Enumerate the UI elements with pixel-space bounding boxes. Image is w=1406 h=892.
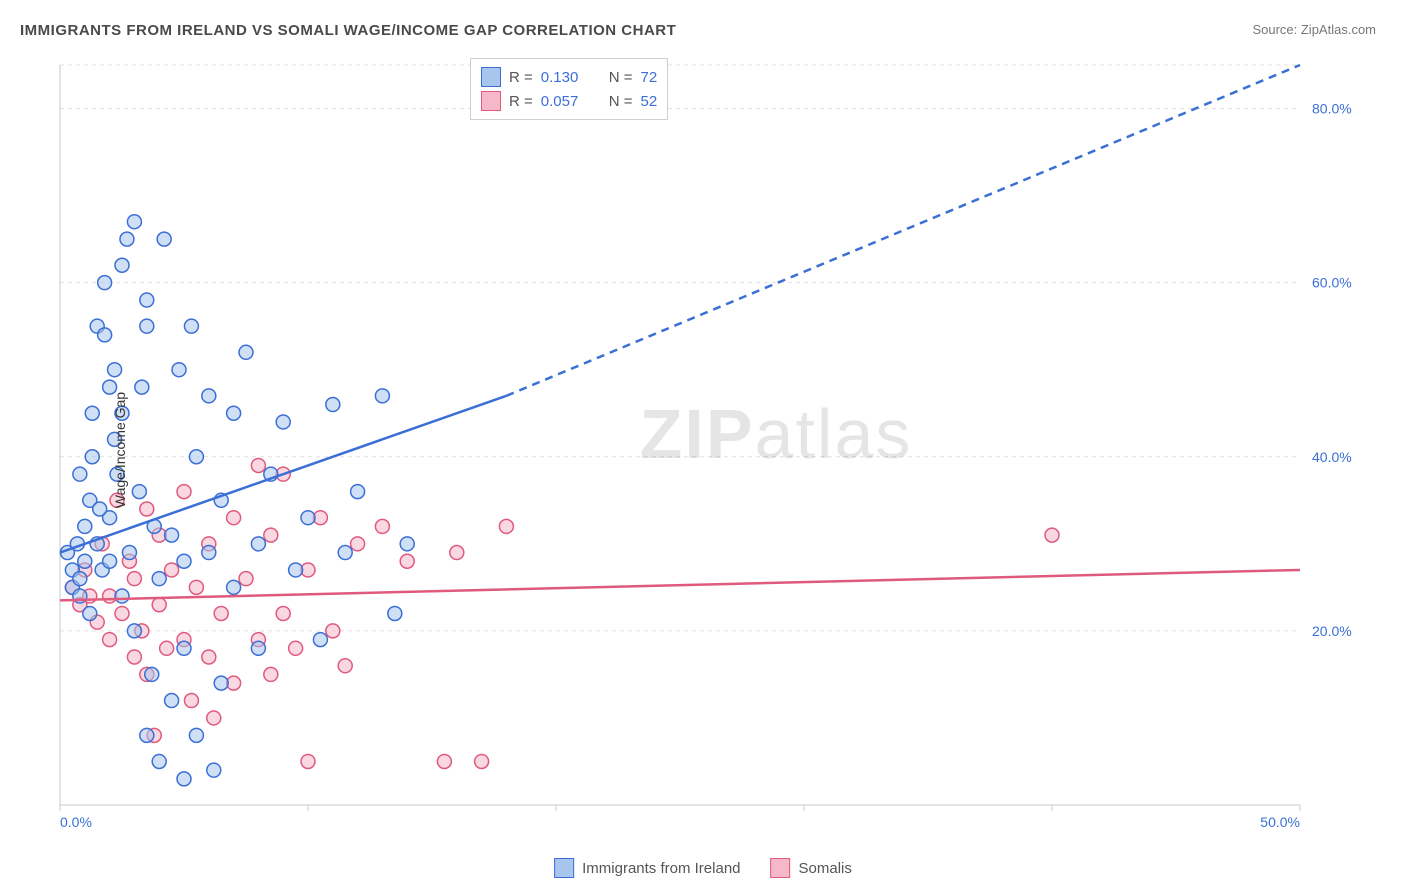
- legend-label: Immigrants from Ireland: [582, 860, 740, 877]
- legend-item-somalis: Somalis: [771, 858, 852, 878]
- n-label: N =: [609, 93, 633, 110]
- swatch-ireland: [481, 67, 501, 87]
- swatch-somalis: [771, 858, 791, 878]
- r-value-ireland: 0.130: [541, 69, 591, 86]
- svg-text:50.0%: 50.0%: [1260, 814, 1300, 830]
- chart-title: IMMIGRANTS FROM IRELAND VS SOMALI WAGE/I…: [20, 22, 676, 39]
- swatch-ireland: [554, 858, 574, 878]
- r-value-somalis: 0.057: [541, 93, 591, 110]
- stats-legend-row: R = 0.057 N = 52: [481, 89, 657, 113]
- scatter-chart: 20.0% 40.0% 60.0% 80.0% 0.0% 50.0%: [50, 55, 1370, 845]
- svg-text:60.0%: 60.0%: [1312, 275, 1352, 291]
- n-label: N =: [609, 69, 633, 86]
- r-label: R =: [509, 93, 533, 110]
- svg-text:0.0%: 0.0%: [60, 814, 92, 830]
- stats-legend: R = 0.130 N = 72 R = 0.057 N = 52: [470, 58, 668, 120]
- legend-label: Somalis: [799, 860, 852, 877]
- plot-area: Wage/Income Gap 20.0% 40.0% 60.0% 80.0% 0.0%…: [50, 55, 1370, 845]
- swatch-somalis: [481, 91, 501, 111]
- svg-text:40.0%: 40.0%: [1312, 449, 1352, 465]
- y-axis-label: Wage/Income Gap: [112, 392, 128, 508]
- r-label: R =: [509, 69, 533, 86]
- svg-text:80.0%: 80.0%: [1312, 101, 1352, 117]
- svg-text:20.0%: 20.0%: [1312, 623, 1352, 639]
- legend-item-ireland: Immigrants from Ireland: [554, 858, 740, 878]
- source-label: Source: ZipAtlas.com: [1252, 22, 1376, 37]
- series-legend: Immigrants from Ireland Somalis: [554, 858, 852, 878]
- n-value-ireland: 72: [641, 69, 658, 86]
- n-value-somalis: 52: [641, 93, 658, 110]
- stats-legend-row: R = 0.130 N = 72: [481, 65, 657, 89]
